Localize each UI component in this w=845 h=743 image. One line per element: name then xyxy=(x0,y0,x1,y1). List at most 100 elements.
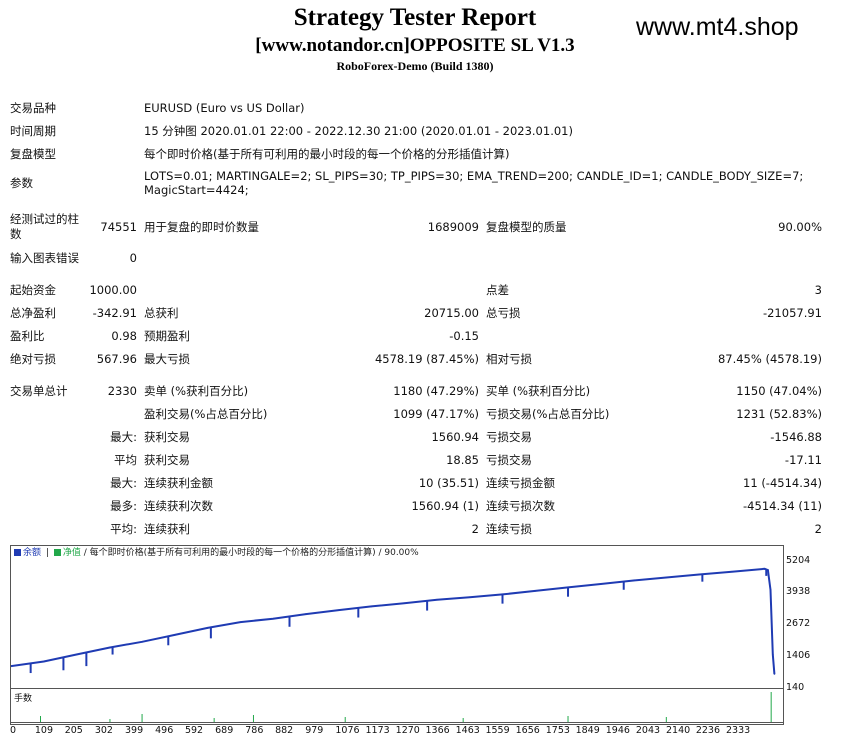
trades-row-4-c-value: 11 (-4514.34) xyxy=(743,476,822,490)
trades-row-4-a-value: 最大: xyxy=(110,476,137,490)
balance-point-27 xyxy=(773,673,776,675)
trades-row-5-b-label: 连续获利次数 xyxy=(144,499,213,513)
quality-value: 90.00% xyxy=(778,220,822,234)
stats-row-3-a-label: 绝对亏损 xyxy=(10,352,56,366)
trades-row-4-b-label: 连续获利金额 xyxy=(144,476,213,490)
stats-row-2-a-value: 0.98 xyxy=(111,329,137,343)
trades-row-2-b-value: 1560.94 xyxy=(431,430,479,444)
x-tick-label: 1946 xyxy=(605,725,630,736)
x-tick-label: 786 xyxy=(245,725,264,736)
model-value: 每个即时价格(基于所有可利用的最小时段的每一个价格的分形插值计算) xyxy=(144,147,510,161)
trades-row-2-c-value: -1546.88 xyxy=(770,430,822,444)
y-tick-label: 140 xyxy=(786,682,805,693)
balance-point-4 xyxy=(141,641,143,643)
trades-row-3-c-label: 亏损交易 xyxy=(486,453,532,467)
stats-row-2-a-label: 盈利比 xyxy=(10,329,45,343)
x-tick-label: 205 xyxy=(64,725,83,736)
y-tick-label: 2672 xyxy=(786,618,811,629)
params-label: 参数 xyxy=(10,176,33,190)
trades-row-5-c-label: 连续亏损次数 xyxy=(486,499,555,513)
trades-row-2-b-label: 获利交易 xyxy=(144,430,190,444)
trades-row-6-c-label: 连续亏损 xyxy=(486,522,532,536)
balance-point-22 xyxy=(731,570,733,573)
trades-row-2-a-value: 最大: xyxy=(110,430,137,444)
trades-row-0-c-value: 1150 (47.04%) xyxy=(736,384,822,398)
balance-point-20 xyxy=(665,576,668,579)
stats-row-1-c-label: 总亏损 xyxy=(486,306,521,320)
trades-row-6-b-value: 2 xyxy=(471,522,479,536)
balance-point-24 xyxy=(767,569,769,571)
x-tick-label: 109 xyxy=(34,725,53,736)
trades-row-4-b-value: 10 (35.51) xyxy=(418,476,479,490)
symbol-label: 交易品种 xyxy=(10,101,56,115)
x-tick-label: 1559 xyxy=(485,725,510,736)
balance-point-11 xyxy=(370,605,373,608)
balance-point-7 xyxy=(239,621,242,623)
tested-bars-label-2: 数 xyxy=(10,227,22,241)
balance-point-19 xyxy=(632,579,635,582)
quality-label: 复盘模型的质量 xyxy=(486,220,567,234)
chart-model-text: / 每个即时价格(基于所有可利用的最小时段的每一个价格的分形插值计算) / 90… xyxy=(83,548,419,558)
lots-panel: 手数 xyxy=(10,688,784,723)
stats-row-1-a-label: 总净盈利 xyxy=(10,306,56,320)
balance-point-10 xyxy=(337,609,340,611)
stats-row-0-c-value: 3 xyxy=(814,283,822,297)
ticks-value: 1689009 xyxy=(427,220,479,234)
stats-row-3-a-value: 567.96 xyxy=(96,352,137,366)
x-tick-label: 1849 xyxy=(575,725,600,736)
stats-row-3-b-label: 最大亏损 xyxy=(144,352,190,366)
balance-point-26 xyxy=(772,653,774,656)
trades-row-6-a-value: 平均: xyxy=(110,522,137,536)
balance-point-23 xyxy=(763,568,766,570)
trades-row-5-c-value: -4514.34 (11) xyxy=(743,499,822,513)
x-tick-label: 1270 xyxy=(395,725,420,736)
report-build: RoboForex-Demo (Build 1380) xyxy=(336,59,494,73)
trades-row-5-a-value: 最多: xyxy=(110,499,137,513)
trades-row-3-b-label: 获利交易 xyxy=(144,453,190,467)
balance-point-15 xyxy=(501,593,504,596)
tested-bars-value: 74551 xyxy=(100,220,137,234)
lots-label: 手数 xyxy=(14,694,33,704)
chart-legend: 余额 | 净值 / 每个即时价格(基于所有可利用的最小时段的每一个价格的分形插值… xyxy=(11,546,783,562)
trades-row-3-a-value: 平均 xyxy=(114,453,137,467)
tested-bars-label-1: 经测试过的柱 xyxy=(10,212,79,226)
trades-row-2-c-label: 亏损交易 xyxy=(486,430,532,444)
stats-row-3-b-value: 4578.19 (87.45%) xyxy=(374,352,479,366)
balance-point-8 xyxy=(272,617,274,620)
params-value-line1: LOTS=0.01; MARTINGALE=2; SL_PIPS=30; TP_… xyxy=(144,169,804,183)
x-tick-label: 496 xyxy=(155,725,174,736)
x-tick-label: 1173 xyxy=(365,725,390,736)
x-tick-label: 399 xyxy=(124,725,144,736)
equity-legend-icon xyxy=(53,549,61,556)
trades-row-3-c-value: -17.11 xyxy=(784,453,822,467)
trades-row-0-b-value: 1180 (47.29%) xyxy=(393,384,479,398)
trades-row-0-c-label: 买单 (%获利百分比) xyxy=(486,384,591,398)
balance-point-25 xyxy=(769,588,772,591)
x-tick-label: 1366 xyxy=(425,725,450,736)
balance-chart-plot xyxy=(11,567,776,675)
balance-point-17 xyxy=(567,586,569,589)
x-tick-label: 592 xyxy=(184,725,204,736)
balance-point-2 xyxy=(75,653,78,656)
stats-row-0-a-value: 1000.00 xyxy=(89,283,137,297)
trades-row-4-c-label: 连续亏损金额 xyxy=(486,476,555,490)
trades-row-6-c-value: 2 xyxy=(814,522,822,536)
x-tick-label: 2043 xyxy=(635,725,661,736)
x-tick-label: 0 xyxy=(10,725,17,736)
params-value-line2: MagicStart=4424; xyxy=(144,183,249,197)
stats-row-1-c-value: -21057.91 xyxy=(762,306,822,320)
trades-row-3-b-value: 18.85 xyxy=(446,453,479,467)
stats-row-2-b-value: -0.15 xyxy=(449,329,479,343)
y-tick-label: 5204 xyxy=(786,555,811,566)
x-tick-label: 2333 xyxy=(726,725,751,736)
balance-point-14 xyxy=(468,596,471,598)
stats-row-3-c-value: 87.45% (4578.19) xyxy=(717,352,822,366)
period-value: 15 分钟图 2020.01.01 22:00 - 2022.12.30 21:… xyxy=(144,124,573,138)
x-tick-label: 1753 xyxy=(545,725,570,736)
trades-row-0-a-value: 2330 xyxy=(107,384,137,398)
stats-row-1-b-value: 20715.00 xyxy=(424,306,479,320)
stats-row-0-a-label: 起始资金 xyxy=(10,283,56,297)
trades-row-1-b-value: 1099 (47.17%) xyxy=(393,407,479,421)
trades-row-1-c-label: 亏损交易(%占总百分比) xyxy=(486,407,610,421)
balance-point-21 xyxy=(698,573,700,576)
